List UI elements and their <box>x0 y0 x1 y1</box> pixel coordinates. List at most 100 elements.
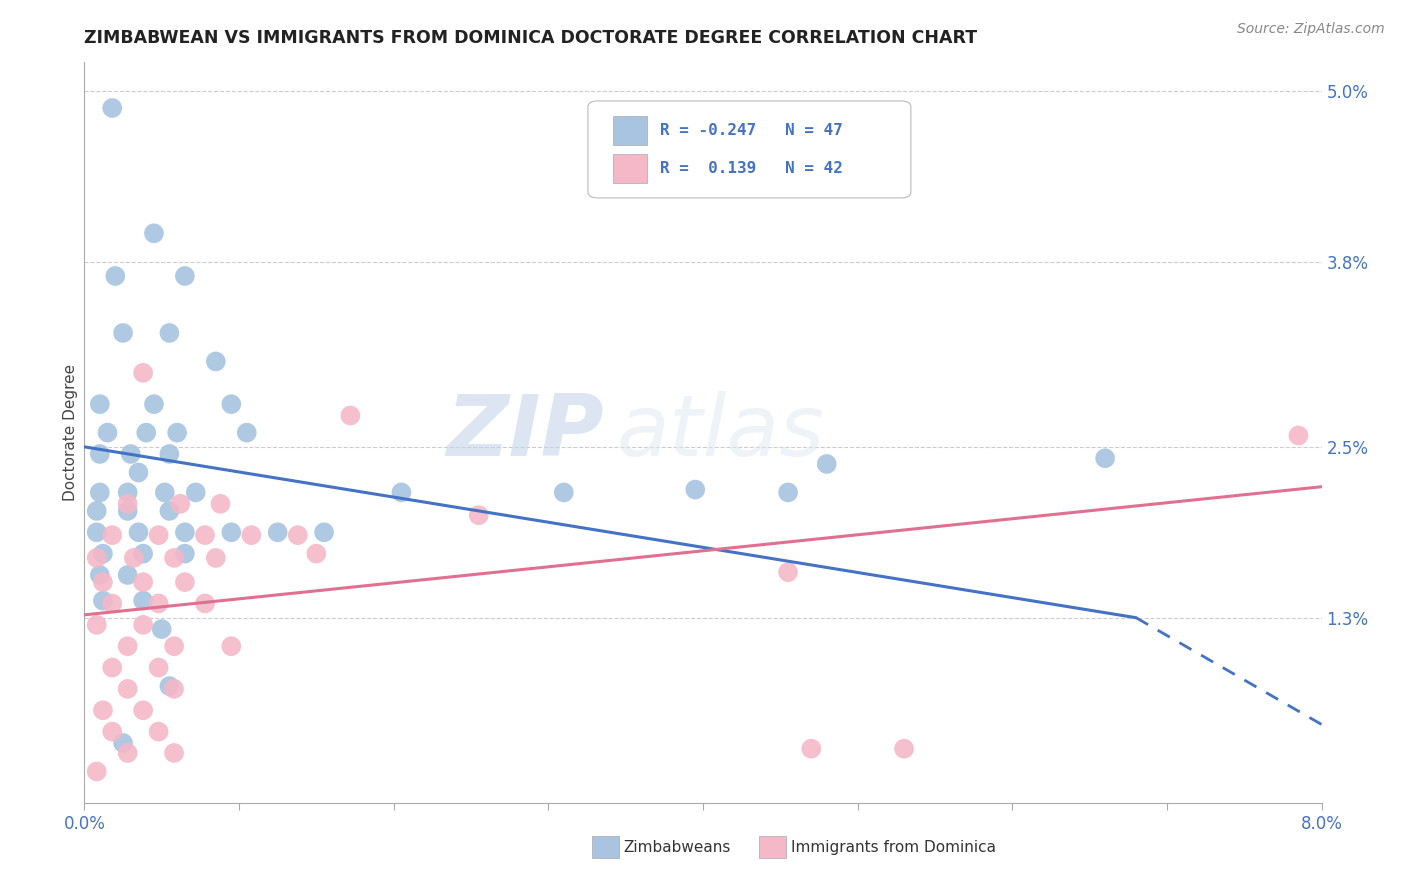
Point <box>163 639 186 653</box>
Point <box>101 597 124 611</box>
Point <box>86 550 108 565</box>
Text: Zimbabweans: Zimbabweans <box>624 839 731 855</box>
Point <box>86 525 108 540</box>
Point <box>553 485 575 500</box>
Point <box>132 703 155 717</box>
Point <box>86 617 108 632</box>
Bar <box>613 116 647 145</box>
Point <box>122 550 145 565</box>
Point <box>91 547 114 561</box>
Point <box>143 397 166 411</box>
Point <box>132 593 155 607</box>
Point <box>101 660 124 674</box>
Point <box>1094 451 1116 466</box>
Point <box>163 681 186 696</box>
Point <box>776 485 799 500</box>
Point <box>219 639 242 653</box>
Point <box>153 485 176 500</box>
Point <box>132 547 155 561</box>
Point <box>174 547 197 561</box>
Point <box>127 466 149 480</box>
Point <box>219 525 242 540</box>
Point <box>159 326 180 340</box>
Point <box>120 447 142 461</box>
Point <box>101 101 124 115</box>
Point <box>893 741 915 756</box>
Point <box>166 425 188 440</box>
Point <box>163 550 186 565</box>
Point <box>174 525 197 540</box>
Point <box>194 597 217 611</box>
Point <box>132 617 155 632</box>
Point <box>91 703 114 717</box>
Point <box>389 485 413 500</box>
Point <box>135 425 157 440</box>
Text: Immigrants from Dominica: Immigrants from Dominica <box>790 839 995 855</box>
Point <box>1286 428 1309 442</box>
Point <box>101 528 124 542</box>
Point <box>91 575 114 590</box>
Point <box>86 504 108 518</box>
Point <box>159 447 180 461</box>
Text: ZIP: ZIP <box>446 391 605 475</box>
Point <box>314 525 336 540</box>
Point <box>132 366 155 380</box>
Point <box>86 764 108 779</box>
Point <box>467 508 491 523</box>
Text: R = -0.247   N = 47: R = -0.247 N = 47 <box>659 123 842 138</box>
Bar <box>613 153 647 183</box>
Point <box>174 575 197 590</box>
Point <box>148 528 170 542</box>
Point <box>89 447 111 461</box>
Point <box>148 597 170 611</box>
FancyBboxPatch shape <box>588 101 911 198</box>
Point <box>89 568 111 582</box>
Point <box>127 525 149 540</box>
Point <box>685 483 707 497</box>
Point <box>148 660 170 674</box>
Point <box>104 268 127 283</box>
Point <box>150 622 173 636</box>
Point <box>339 409 361 423</box>
Text: atlas: atlas <box>616 391 824 475</box>
Point <box>800 741 823 756</box>
Point <box>194 528 217 542</box>
Point <box>287 528 309 542</box>
Point <box>205 354 228 368</box>
Point <box>219 397 242 411</box>
Point <box>209 497 232 511</box>
Y-axis label: Doctorate Degree: Doctorate Degree <box>63 364 77 501</box>
Point <box>205 550 228 565</box>
Point <box>148 724 170 739</box>
Point <box>117 639 139 653</box>
Point <box>159 679 180 693</box>
Point <box>267 525 290 540</box>
Point <box>159 504 180 518</box>
Point <box>91 593 114 607</box>
Point <box>174 268 197 283</box>
Point <box>143 227 166 241</box>
Point <box>96 425 118 440</box>
Point <box>117 568 139 582</box>
Point <box>235 425 259 440</box>
Text: R =  0.139   N = 42: R = 0.139 N = 42 <box>659 161 842 176</box>
Point <box>89 397 111 411</box>
Point <box>184 485 207 500</box>
Point <box>117 497 139 511</box>
Point <box>776 565 799 579</box>
Point <box>117 746 139 760</box>
Point <box>815 457 838 471</box>
Point <box>117 504 139 518</box>
Point <box>240 528 263 542</box>
Point <box>101 724 124 739</box>
Bar <box>759 836 786 858</box>
Point <box>163 746 186 760</box>
Point <box>117 681 139 696</box>
Point <box>112 736 135 750</box>
Point <box>169 497 191 511</box>
Bar <box>592 836 619 858</box>
Text: Source: ZipAtlas.com: Source: ZipAtlas.com <box>1237 22 1385 37</box>
Point <box>112 326 135 340</box>
Point <box>305 547 328 561</box>
Point <box>89 485 111 500</box>
